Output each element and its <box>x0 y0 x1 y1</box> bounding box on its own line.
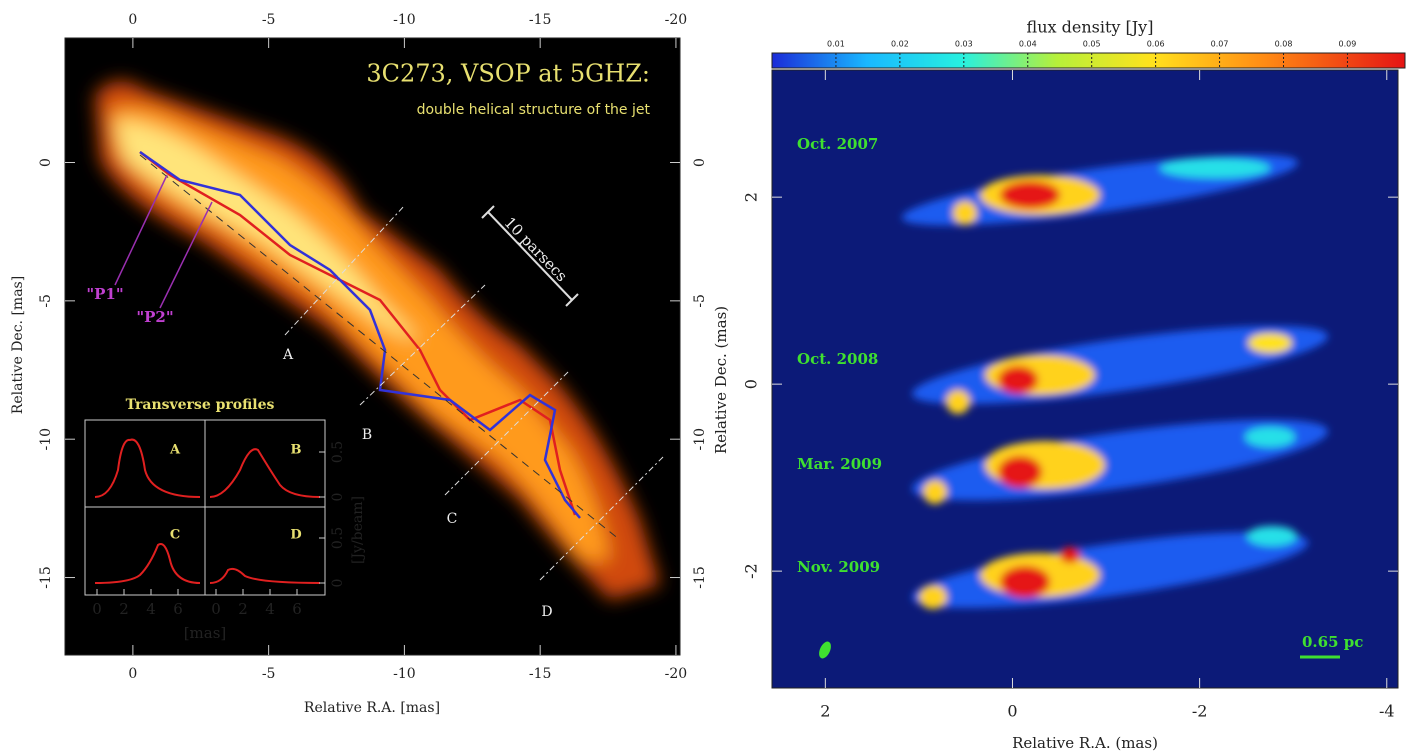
colorbar-tick-label: 0.01 <box>827 40 845 49</box>
inset-x-tick-label: 0 <box>92 600 102 618</box>
scale-label: 0.65 pc <box>1302 633 1363 651</box>
y-axis-label: Relative Dec. [mas] <box>10 276 26 414</box>
inset-panel-label: B <box>291 443 302 458</box>
inset-y-tick-label: 0.5 <box>330 527 346 549</box>
colorbar-label: flux density [Jy] <box>1027 18 1154 37</box>
y-tick-label: -2 <box>742 563 761 579</box>
colorbar-tick-label: 0.06 <box>1147 40 1165 49</box>
y-tick-label-right: -10 <box>692 428 708 451</box>
y-tick-label-right: -5 <box>692 294 708 308</box>
y-tick-label-right: 0 <box>692 158 708 167</box>
colorbar-tick-label: 0.08 <box>1275 40 1293 49</box>
inset-y-tick-label: 0.5 <box>330 441 346 463</box>
inset-x-label: [mas] <box>184 624 227 642</box>
y-tick-label: 2 <box>742 192 761 202</box>
colorbar-tick-label: 0.05 <box>1083 40 1101 49</box>
y-tick-label: -10 <box>38 428 54 451</box>
y-tick-label-right: -15 <box>692 566 708 589</box>
inset-x-tick-label: 0 <box>211 600 221 618</box>
inset-y-label: [Jy/beam] <box>350 496 366 564</box>
x-tick-label: 2 <box>820 702 830 721</box>
inset-title: Transverse profiles <box>126 397 275 413</box>
colorbar-tick-label: 0.03 <box>955 40 973 49</box>
inset-x-tick-label: 4 <box>265 600 275 618</box>
epoch-label: Mar. 2009 <box>797 455 882 473</box>
y-axis-label: Relative Dec. (mas) <box>712 306 730 454</box>
inset-x-tick-label: 6 <box>292 600 302 618</box>
x-tick-label: -20 <box>665 666 688 682</box>
colorbar-tick-label: 0.09 <box>1339 40 1357 49</box>
inset-x-tick-label: 4 <box>146 600 156 618</box>
panel-subtitle: double helical structure of the jet <box>417 102 651 118</box>
y-tick-label: -5 <box>38 294 54 308</box>
y-tick-label: 0 <box>742 379 761 389</box>
x-tick-label: -15 <box>529 666 552 682</box>
colorbar <box>772 53 1405 68</box>
cut-label: B <box>362 427 372 443</box>
x-tick-label-top: -15 <box>529 12 552 28</box>
cut-label: D <box>541 604 552 620</box>
y-tick-label: -15 <box>38 566 54 589</box>
colorbar-tick-label: 0.04 <box>1019 40 1037 49</box>
inset-panel-label: D <box>290 528 301 543</box>
inset-x-tick-label: 2 <box>119 600 129 618</box>
epoch-label: Nov. 2009 <box>797 558 880 576</box>
inset-y-tick-label: 0 <box>330 579 346 588</box>
x-tick-label-top: -5 <box>262 12 276 28</box>
x-tick-label: -2 <box>1192 702 1208 721</box>
x-tick-label: -4 <box>1379 702 1395 721</box>
y-tick-label: 0 <box>38 158 54 167</box>
epoch-label: Oct. 2007 <box>797 135 878 153</box>
inset-panel-label: A <box>169 443 181 458</box>
component-label: "P1" <box>86 285 123 303</box>
colorbar-tick-label: 0.07 <box>1211 40 1229 49</box>
epoch-label: Oct. 2008 <box>797 350 878 368</box>
x-tick-label: 0 <box>1007 702 1017 721</box>
x-tick-label: -10 <box>393 666 416 682</box>
colorbar-tick-label: 0.02 <box>891 40 909 49</box>
panel-title: 3C273, VSOP at 5GHZ: <box>366 60 650 88</box>
inset-x-tick-label: 2 <box>238 600 248 618</box>
x-axis-label: Relative R.A. (mas) <box>1012 734 1158 752</box>
x-tick-label: -5 <box>262 666 276 682</box>
figure: 00-5-5-10-10-15-15-20-2000-5-5-10-10-15-… <box>0 0 1413 755</box>
x-tick-label-top: 0 <box>128 12 137 28</box>
x-tick-label-top: -10 <box>393 12 416 28</box>
x-axis-label: Relative R.A. [mas] <box>304 700 440 716</box>
cut-label: A <box>282 347 294 363</box>
x-tick-label: 0 <box>128 666 137 682</box>
x-tick-label-top: -20 <box>665 12 688 28</box>
inset-panel-label: C <box>170 528 180 543</box>
inset-y-tick-label: 0 <box>330 493 346 502</box>
component-label: "P2" <box>136 308 173 326</box>
cut-label: C <box>447 511 458 527</box>
inset-x-tick-label: 6 <box>173 600 183 618</box>
